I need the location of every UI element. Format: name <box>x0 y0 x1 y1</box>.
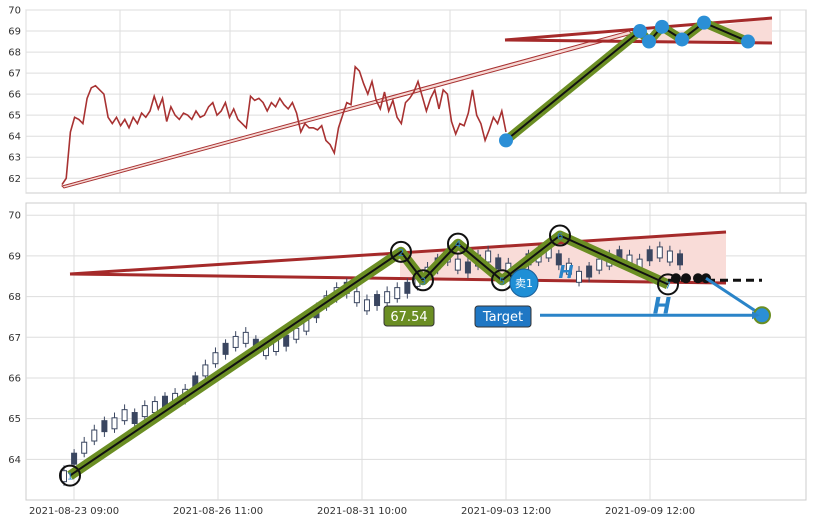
candle-body <box>111 417 118 430</box>
target-projection-line <box>705 277 763 317</box>
top-zigzag-point <box>655 19 669 34</box>
top-price-line <box>61 65 507 186</box>
candle-body <box>555 253 562 266</box>
bottom-y-tick-label: 69 <box>8 251 21 262</box>
candle-body <box>576 270 583 283</box>
sell-marker-label: 卖1 <box>515 277 533 290</box>
candle-body <box>91 429 98 442</box>
top-zigzag-point <box>642 34 656 49</box>
h-label: H <box>653 294 671 319</box>
zigzag-point-circle <box>59 464 81 487</box>
top-y-tick-label: 65 <box>8 111 21 122</box>
candle-body <box>677 253 683 266</box>
x-tick-label: 2021-09-09 12:00 <box>605 506 695 517</box>
candle-body <box>384 291 391 304</box>
candle-body <box>464 261 471 274</box>
price-label-box <box>383 305 435 327</box>
top-y-tick-label: 63 <box>8 153 21 164</box>
zigzag-point-label: 2 <box>398 248 404 259</box>
candle-body <box>454 258 461 271</box>
candle-body <box>485 250 492 263</box>
sell-marker <box>509 268 539 298</box>
bottom-y-tick-label: 67 <box>8 333 21 344</box>
candle-body <box>293 327 300 340</box>
candle-body <box>131 412 138 425</box>
zigzag-point-circle <box>447 232 469 255</box>
top-zigzag-point <box>697 15 711 30</box>
zigzag-point-label: 1 <box>67 472 73 483</box>
zigzag-point-circle <box>412 269 434 292</box>
price-label-text: 67.54 <box>390 310 427 325</box>
projection-dot <box>693 273 703 284</box>
x-tick-label: 2021-09-03 12:00 <box>461 506 551 517</box>
candle-body <box>646 249 653 262</box>
candle-body <box>81 441 88 454</box>
zigzag-point-label: 6 <box>557 232 563 243</box>
bottom-y-tick-label: 68 <box>8 292 21 303</box>
candle-body <box>374 294 381 307</box>
zigzag-point-circle <box>657 273 679 296</box>
target-label-text: Target <box>482 310 523 325</box>
candle-body <box>495 257 502 270</box>
bottom-trend-lower <box>69 272 727 285</box>
candle-body <box>394 287 401 300</box>
bottom-y-tick-label: 70 <box>8 211 21 222</box>
h-small-label: H <box>558 262 573 283</box>
top-zigzag-point <box>499 133 513 148</box>
candle-body <box>232 335 239 348</box>
candle-body <box>61 470 67 483</box>
x-tick-label: 2021-08-23 09:00 <box>29 506 119 517</box>
zigzag-point-circle <box>390 240 412 263</box>
candle-body <box>666 250 673 263</box>
zigzag-point-circle <box>549 224 571 247</box>
top-y-tick-label: 64 <box>8 132 21 143</box>
zigzag-point-label: 7 <box>665 280 671 291</box>
candle-body <box>151 401 158 414</box>
bottom-y-tick-label: 65 <box>8 414 21 425</box>
candle-body <box>656 246 663 259</box>
top-triangle-lower <box>504 38 773 45</box>
candle-body <box>242 331 249 344</box>
candle-body <box>353 291 360 304</box>
candle-body <box>283 334 290 347</box>
candle-body <box>141 405 148 418</box>
bottom-zigzag-line <box>69 234 669 477</box>
projection-dot <box>681 273 691 284</box>
candle-body <box>565 262 572 275</box>
candle-body <box>363 299 370 312</box>
zigzag-point-label: 3 <box>420 276 426 287</box>
target-arrow-head <box>752 311 760 320</box>
target-label-box <box>474 305 532 328</box>
candle-body <box>596 258 603 271</box>
x-tick-label: 2021-08-31 10:00 <box>317 506 407 517</box>
top-panel: 62 63 64 65 66 67 68 69 70 <box>8 6 807 194</box>
top-y-tick-label: 66 <box>8 90 21 101</box>
top-zigzag-point <box>633 24 647 39</box>
candle-body <box>71 452 78 465</box>
x-tick-label: 2021-08-26 11:00 <box>173 506 263 517</box>
zigzag-point-label: 4 <box>455 240 461 251</box>
candle-body <box>202 364 209 377</box>
candle-body <box>404 281 411 294</box>
bottom-y-tick-label: 64 <box>8 455 21 466</box>
top-y-tick-label: 69 <box>8 27 21 38</box>
candle-body <box>586 265 593 278</box>
bottom-y-tick-label: 66 <box>8 373 21 384</box>
top-zigzag-point <box>741 34 755 49</box>
top-y-tick-label: 70 <box>8 6 21 17</box>
top-zigzag-point <box>675 32 689 47</box>
top-y-tick-label: 67 <box>8 69 21 80</box>
top-y-tick-label: 68 <box>8 48 21 59</box>
projection-dot <box>671 273 681 284</box>
candle-body <box>101 420 108 433</box>
candle-body <box>212 352 219 365</box>
top-y-tick-label: 62 <box>8 174 21 185</box>
candle-body <box>121 409 128 422</box>
zigzag-point-label: 5 <box>499 276 505 287</box>
candle-body <box>222 342 229 355</box>
